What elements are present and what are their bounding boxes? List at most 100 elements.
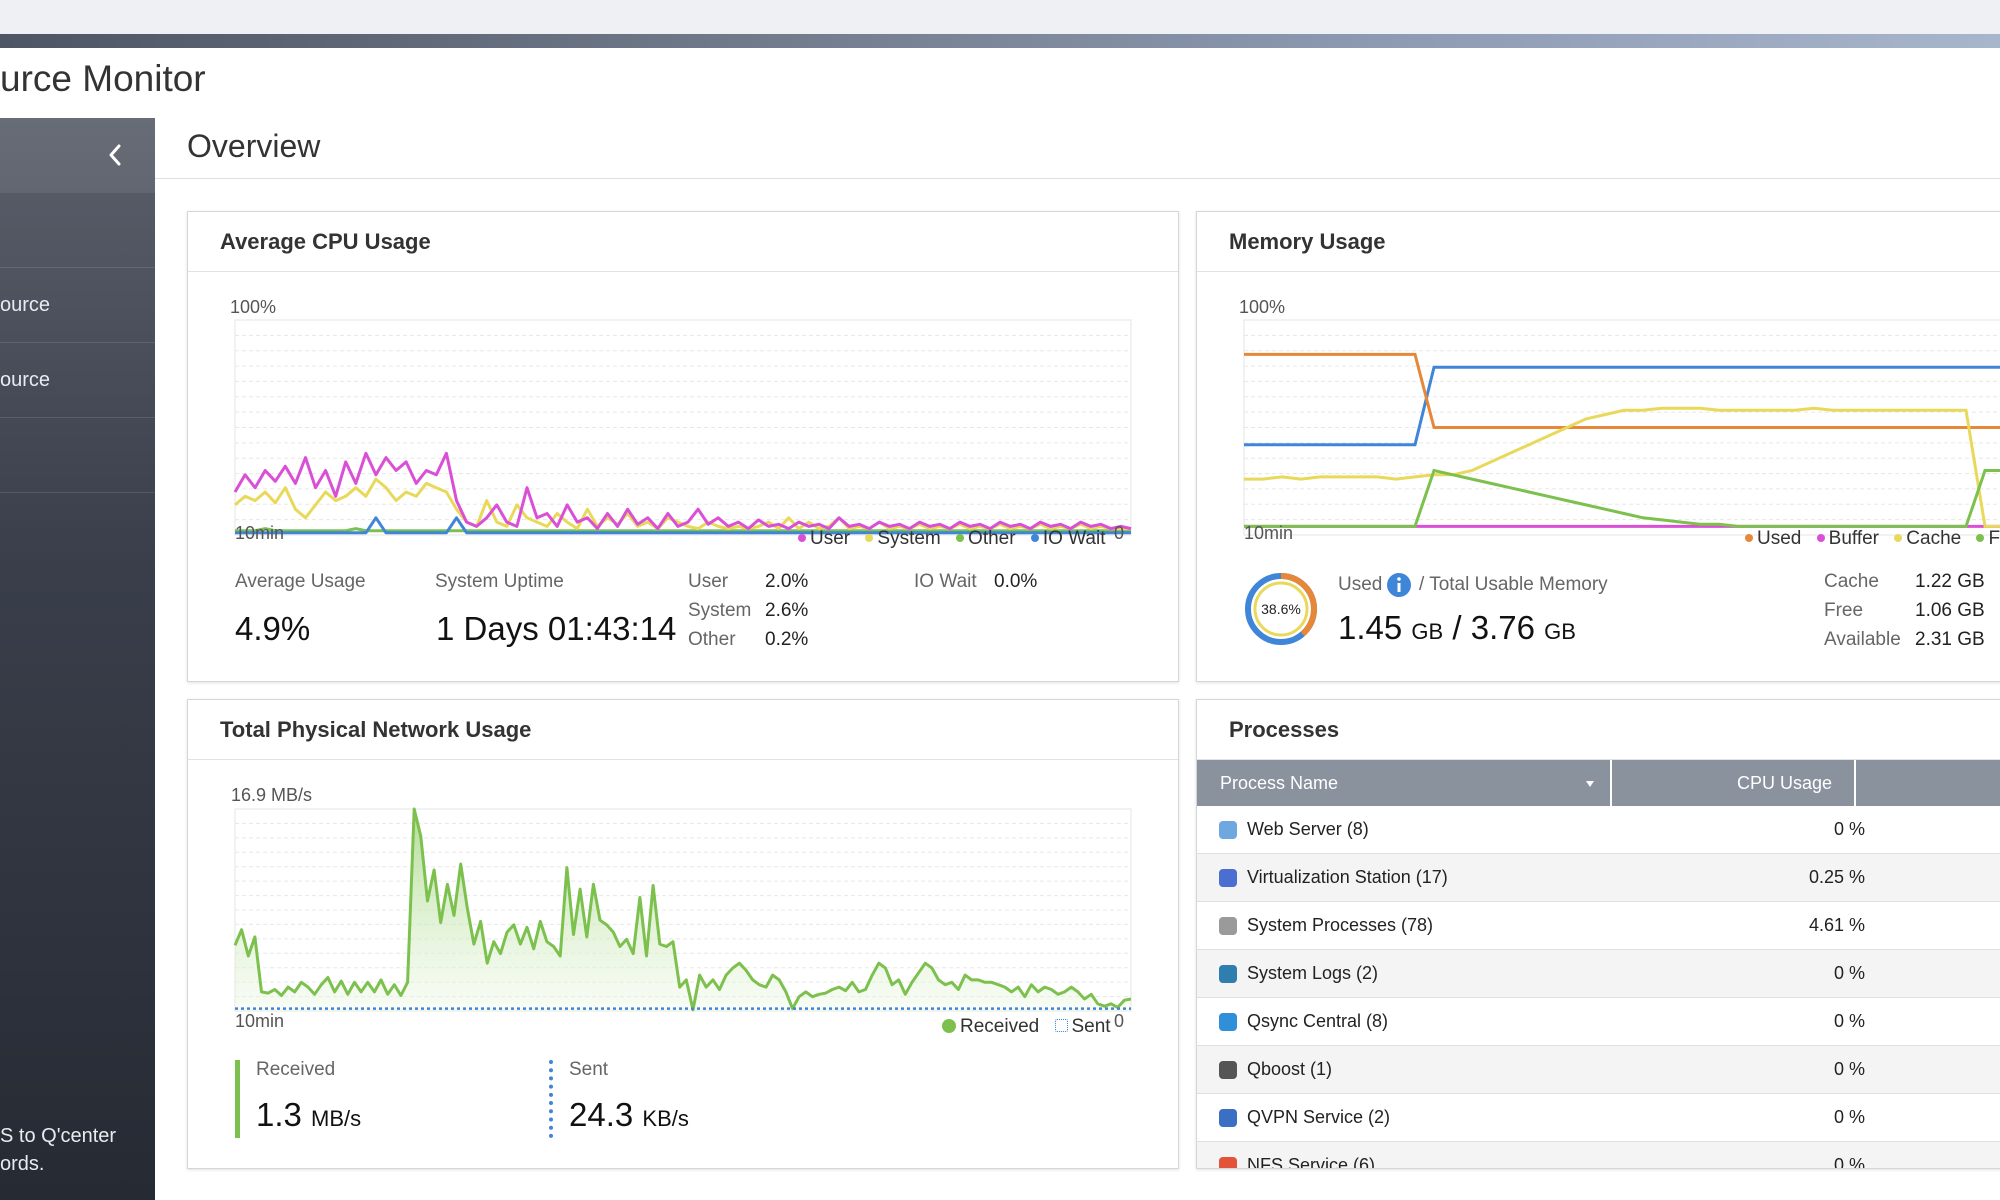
log-icon (1219, 965, 1237, 983)
sidebar-item-3[interactable]: ource (0, 343, 155, 418)
processes-table-header: Process Name CPU Usage (1197, 760, 2000, 806)
legend-system-swatch (865, 533, 874, 542)
sidebar-item-1[interactable] (0, 193, 155, 268)
processes-panel-title: Processes (1229, 717, 1340, 742)
boost-icon (1219, 1061, 1237, 1079)
donut-ring-cache (1253, 581, 1309, 637)
received-unit: MB/s (311, 1106, 362, 1131)
process-row[interactable]: Web Server (8) 0 % (1197, 806, 2000, 854)
memory-legend: Used Buffer Cache Fre (1735, 528, 2000, 550)
chevron-left-icon[interactable] (100, 140, 130, 170)
cpu-series-io-wait (235, 516, 1131, 535)
cpu-x-label: 10min (235, 523, 285, 543)
memory-y-max-label: 100% (1239, 297, 1286, 317)
legend-iowait: IO Wait (1042, 528, 1106, 549)
cpu-iowait-label: IO Wait (914, 571, 977, 592)
process-row[interactable]: QVPN Service (2) 0 % (1197, 1094, 2000, 1142)
legend-system: System (877, 528, 941, 549)
header-stripe (0, 34, 2000, 48)
sent-reading: 24.3 KB/s (569, 1096, 689, 1134)
network-panel: Total Physical Network Usage 16.9 MB/s 1… (187, 699, 1179, 1169)
process-name: QVPN Service (2) (1247, 1107, 1391, 1127)
memory-used-unit: GB (1411, 619, 1444, 644)
process-name: Web Server (8) (1247, 819, 1369, 839)
cpu-other-value: 0.2% (765, 629, 809, 650)
donut-ring-used (1245, 573, 1317, 645)
page-title: Overview (187, 128, 321, 164)
legend-other-swatch (956, 533, 965, 542)
memory-chart (1243, 319, 2000, 536)
sent-unit: KB/s (642, 1106, 689, 1131)
legend-iowait-swatch (1030, 533, 1039, 542)
legend-free-swatch (1976, 533, 1985, 542)
legend-buffer-swatch (1816, 533, 1825, 542)
gears-icon (1219, 917, 1237, 935)
info-icon[interactable] (1386, 572, 1412, 598)
legend-other: Other (968, 528, 1016, 549)
legend-user: User (810, 528, 851, 549)
header-divider-2 (1854, 760, 1856, 806)
network-x-label: 10min (235, 1011, 285, 1031)
process-row[interactable]: Qsync Central (8) 0 % (1197, 998, 2000, 1046)
legend-received: Received (960, 1016, 1040, 1037)
sidebar-footer-line-2: ords. (0, 1153, 45, 1175)
processes-panel: Processes Process Name CPU Usage Web Ser… (1196, 699, 2000, 1169)
nfs-icon (1219, 1157, 1237, 1168)
received-reading: 1.3 MB/s (256, 1096, 361, 1134)
legend-buffer: Buffer (1828, 528, 1879, 549)
donut-percent: 38.6% (1261, 601, 1301, 617)
cpu-user-value: 2.0% (765, 571, 809, 592)
network-received-area (235, 809, 1131, 1011)
sync-icon (1219, 1013, 1237, 1031)
legend-sent-swatch (1054, 1019, 1068, 1033)
sidebar-item-2[interactable]: ource (0, 268, 155, 343)
process-row[interactable]: Virtualization Station (17) 0.25 % (1197, 854, 2000, 902)
network-received-line (233, 807, 1132, 1012)
process-cpu: 0.25 % (1808, 867, 1865, 887)
cpu-y-max-label: 100% (230, 297, 277, 317)
legend-cache-swatch (1894, 533, 1903, 542)
cpu-system-label: System (688, 600, 752, 621)
memory-donut: 38.6% (1245, 573, 1317, 645)
process-row[interactable]: Qboost (1) 0 % (1197, 1046, 2000, 1094)
sidebar-item-4[interactable] (0, 418, 155, 493)
cpu-other-label: Other (688, 629, 736, 650)
average-usage-value: 4.9% (235, 610, 311, 647)
process-cpu: 0 % (1833, 963, 1865, 983)
legend-received-swatch (942, 1018, 956, 1033)
window-top-bar (0, 0, 2000, 34)
legend-used: Used (1757, 528, 1802, 549)
process-row[interactable]: System Processes (78) 4.61 % (1197, 902, 2000, 950)
cube-icon (1219, 869, 1237, 887)
memory-cache-value: 1.22 GB (1915, 571, 1985, 592)
cpu-user-label: User (688, 571, 729, 592)
legend-cache: Cache (1906, 528, 1962, 549)
memory-cache-label: Cache (1824, 571, 1879, 592)
cpu-series-user (233, 451, 1132, 531)
process-cpu: 0 % (1833, 1059, 1865, 1079)
memory-series-blue (1244, 365, 2000, 447)
process-row[interactable]: NFS Service (6) 0 % (1197, 1142, 2000, 1168)
memory-free-label: Free (1824, 600, 1864, 621)
title-divider (155, 178, 2000, 179)
col-process-name[interactable]: Process Name (1220, 773, 1339, 793)
process-row[interactable]: System Logs (2) 0 % (1197, 950, 2000, 998)
sent-value: 24.3 (569, 1096, 634, 1133)
memory-used-label: Used (1338, 574, 1383, 595)
processes-table-body: Web Server (8) 0 % Virtualization Station … (1197, 806, 2000, 1168)
cpu-panel-divider (188, 271, 1178, 272)
col-cpu-usage[interactable]: CPU Usage (1737, 773, 1833, 793)
sort-down-icon[interactable] (1585, 780, 1595, 788)
average-usage-label: Average Usage (235, 571, 366, 592)
memory-series-used (1244, 352, 2000, 429)
process-name: Qboost (1) (1247, 1059, 1333, 1079)
header-divider-1 (1610, 760, 1612, 806)
uptime-value: 1 Days 01:43:14 (436, 610, 677, 647)
network-legend: Received Sent (932, 1016, 1111, 1038)
sidebar-footer-line-1: S to Q'center (0, 1125, 117, 1147)
memory-total-value: 3.76 (1470, 609, 1535, 646)
memory-series-fre (1244, 468, 2000, 528)
received-accent-bar (235, 1060, 240, 1138)
sidebar-footer: S to Q'center ords. (0, 1122, 155, 1178)
uptime-label: System Uptime (435, 571, 564, 592)
